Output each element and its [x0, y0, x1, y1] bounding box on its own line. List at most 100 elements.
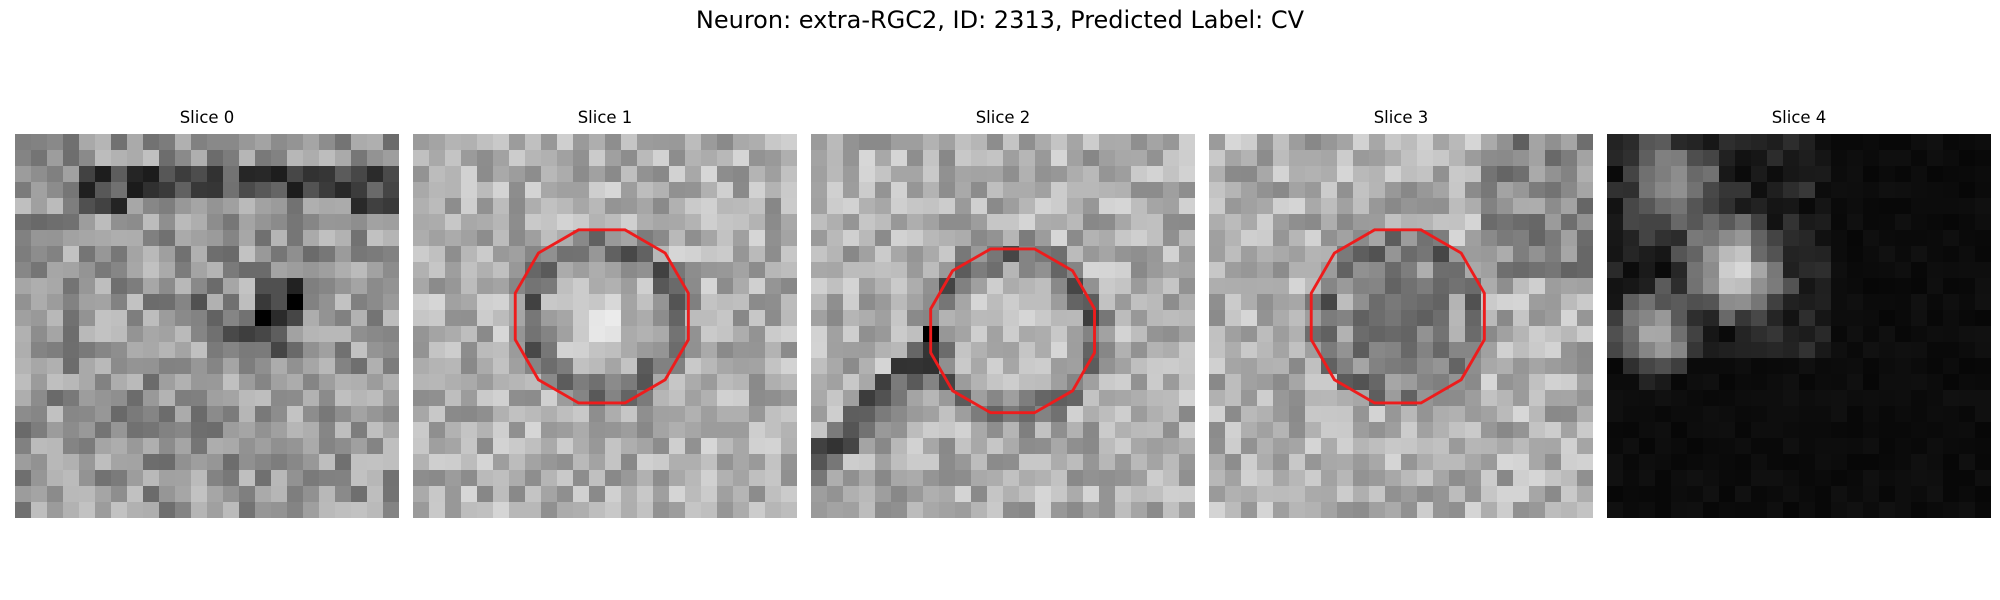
pixel — [493, 230, 510, 247]
pixel — [1879, 278, 1896, 295]
pixel — [1703, 198, 1720, 215]
pixel — [939, 390, 956, 407]
pixel — [701, 246, 718, 263]
pixel — [1417, 438, 1434, 455]
pixel — [557, 182, 574, 199]
pixel — [143, 374, 160, 391]
pixel — [1959, 198, 1976, 215]
pixel — [1115, 134, 1132, 151]
pixel — [1831, 246, 1848, 263]
pixel — [1449, 502, 1466, 518]
pixel — [637, 310, 654, 327]
pixel — [827, 406, 844, 423]
pixel — [207, 150, 224, 167]
pixel — [557, 374, 574, 391]
pixel — [621, 150, 638, 167]
pixel — [1895, 310, 1912, 327]
pixel — [843, 502, 860, 518]
pixel — [1703, 374, 1720, 391]
pixel — [1703, 470, 1720, 487]
pixel — [1831, 406, 1848, 423]
pixel — [1959, 246, 1976, 263]
pixel — [1671, 438, 1688, 455]
pixel — [811, 262, 828, 279]
pixel — [1639, 454, 1656, 471]
pixel — [1927, 406, 1944, 423]
pixel — [287, 198, 304, 215]
pixel — [477, 374, 494, 391]
pixel — [1163, 406, 1180, 423]
pixel — [1385, 166, 1402, 183]
pixel — [1767, 294, 1784, 311]
pixel — [1513, 390, 1530, 407]
pixel — [1131, 134, 1148, 151]
pixel — [525, 166, 542, 183]
pixel — [1131, 342, 1148, 359]
pixel — [271, 422, 288, 439]
pixel — [351, 214, 368, 231]
pixel — [461, 262, 478, 279]
pixel — [111, 390, 128, 407]
pixel — [637, 214, 654, 231]
pixel — [1623, 454, 1640, 471]
pixel — [47, 310, 64, 327]
pixel — [319, 278, 336, 295]
pixel — [1385, 454, 1402, 471]
pixel — [1099, 150, 1116, 167]
pixel — [351, 262, 368, 279]
pixel — [685, 470, 702, 487]
pixel — [875, 374, 892, 391]
pixel — [589, 150, 606, 167]
pixel — [1321, 454, 1338, 471]
pixel — [1209, 454, 1226, 471]
pixel — [1163, 438, 1180, 455]
pixel — [79, 166, 96, 183]
pixel — [1369, 438, 1386, 455]
pixel — [1481, 278, 1498, 295]
pixel — [843, 198, 860, 215]
pixel — [1513, 246, 1530, 263]
pixel — [1131, 198, 1148, 215]
pixel — [1449, 262, 1466, 279]
pixel — [429, 422, 446, 439]
pixel — [255, 246, 272, 263]
pixel — [1083, 358, 1100, 375]
pixel — [525, 406, 542, 423]
pixel — [1225, 390, 1242, 407]
pixel — [1465, 438, 1482, 455]
pixel — [1719, 278, 1736, 295]
pixel — [1241, 246, 1258, 263]
pixel — [159, 422, 176, 439]
pixel — [367, 390, 384, 407]
pixel — [1831, 422, 1848, 439]
pixel — [1353, 406, 1370, 423]
pixel — [1289, 374, 1306, 391]
pixel — [207, 182, 224, 199]
pixel — [875, 294, 892, 311]
pixel — [1035, 342, 1052, 359]
pixel — [111, 374, 128, 391]
pixel — [239, 438, 256, 455]
pixel — [605, 182, 622, 199]
pixel — [79, 438, 96, 455]
pixel — [1655, 214, 1672, 231]
slice-3-image — [1209, 134, 1593, 518]
pixel — [749, 246, 766, 263]
pixel — [383, 374, 399, 391]
pixel — [1687, 278, 1704, 295]
pixel — [255, 278, 272, 295]
pixel — [1099, 182, 1116, 199]
pixel — [859, 230, 876, 247]
pixel — [1783, 454, 1800, 471]
pixel — [31, 198, 48, 215]
pixel — [1051, 150, 1068, 167]
pixel — [1163, 342, 1180, 359]
pixel — [1163, 198, 1180, 215]
pixel — [1147, 454, 1164, 471]
pixel — [781, 310, 797, 327]
pixel — [31, 326, 48, 343]
pixel — [1035, 502, 1052, 518]
pixel — [971, 262, 988, 279]
pixel — [351, 198, 368, 215]
pixel — [63, 502, 80, 518]
